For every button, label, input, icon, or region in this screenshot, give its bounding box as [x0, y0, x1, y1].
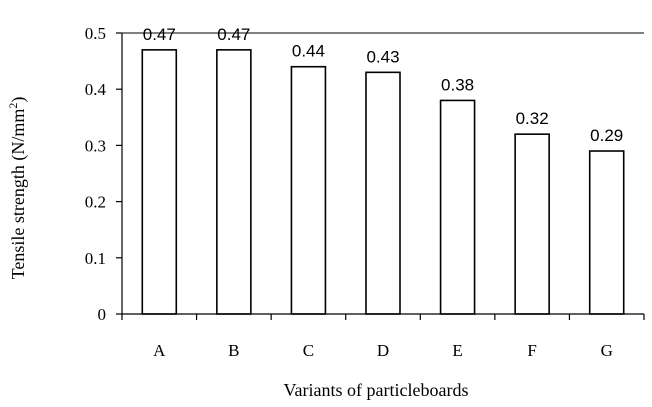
x-tick-label-b: B [228, 341, 239, 360]
x-tick-label-d: D [377, 341, 389, 360]
value-label-c: 0.44 [292, 42, 325, 61]
value-label-e: 0.38 [441, 75, 474, 94]
y-axis-title-superscript: 2 [6, 103, 20, 109]
y-axis-title: Tensile strength (N/mm2) [6, 97, 29, 280]
bar-c [290, 65, 327, 315]
bar-e [439, 99, 476, 315]
bar-a [141, 49, 178, 315]
value-label-a: 0.47 [143, 25, 176, 44]
x-tick-label-a: A [153, 341, 166, 360]
x-tick-label-e: E [452, 341, 462, 360]
y-tick-label: 0.2 [85, 193, 106, 212]
bar-g [588, 150, 625, 315]
value-label-b: 0.47 [217, 25, 250, 44]
bar-f [514, 133, 550, 315]
y-tick-label: 0.5 [85, 24, 106, 43]
x-axis-title: Variants of particleboards [284, 380, 469, 400]
x-tick-label-f: F [527, 341, 536, 360]
value-label-g: 0.29 [590, 126, 623, 145]
y-tick-label: 0.4 [85, 80, 107, 99]
x-tick-label-g: G [601, 341, 613, 360]
axes-layer [116, 32, 645, 320]
y-tick-label: 0 [98, 305, 107, 324]
bars-layer [141, 49, 625, 315]
x-tick-label-c: C [303, 341, 314, 360]
value-label-f: 0.32 [516, 109, 549, 128]
labels-layer: 0 0.1 0.2 0.3 0.4 0.5 0.47 A 0.47 B 0.44 C 0.43 D 0.38… [85, 24, 624, 360]
y-tick-label: 0.1 [85, 249, 106, 268]
y-axis-title-suffix: ) [8, 97, 29, 103]
bar-d [365, 71, 401, 315]
y-tick-label: 0.3 [85, 136, 106, 155]
bar-b [216, 49, 252, 315]
value-label-d: 0.43 [366, 47, 399, 66]
y-axis-title-main: Tensile strength (N/mm [8, 109, 29, 280]
